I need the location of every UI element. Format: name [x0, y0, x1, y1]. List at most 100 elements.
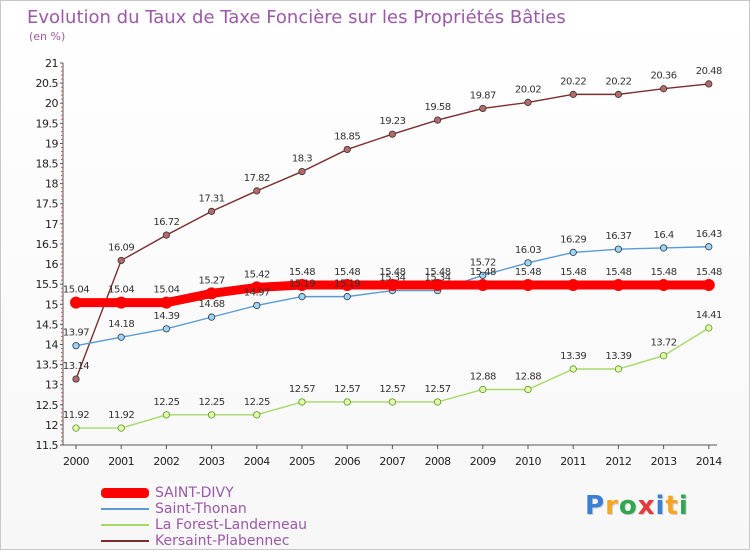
- data-label-saint-thonan: 14.97: [244, 287, 270, 298]
- data-label-la-forest-landerneau: 12.25: [244, 397, 270, 408]
- data-label-saint-thonan: 14.39: [153, 311, 179, 322]
- data-label-saint-thonan: 16.43: [696, 229, 722, 240]
- data-point-la-forest-landerneau: [72, 424, 80, 432]
- series-line-la-forest-landerneau: [76, 327, 710, 429]
- data-label-saint-thonan: 15.34: [379, 273, 405, 284]
- legend-swatch: [101, 524, 149, 526]
- data-label-kersaint-plabennec: 20.36: [651, 71, 677, 82]
- data-point-kersaint-plabennec: [569, 90, 577, 98]
- x-tick-label: 2014: [696, 455, 722, 468]
- x-tick-label: 2005: [289, 455, 315, 468]
- data-point-saint-divy: [702, 278, 715, 291]
- logo-letter: i: [678, 491, 689, 521]
- legend-swatch: [101, 488, 149, 498]
- data-point-saint-divy: [160, 296, 173, 309]
- legend-label: Kersaint-Plabennec: [155, 533, 290, 549]
- data-label-saint-divy: 15.04: [63, 285, 89, 296]
- data-label-saint-thonan: 15.34: [425, 273, 451, 284]
- data-point-la-forest-landerneau: [388, 398, 396, 406]
- data-label-saint-divy: 15.48: [560, 267, 586, 278]
- data-label-la-forest-landerneau: 12.57: [379, 384, 405, 395]
- data-point-kersaint-plabennec: [117, 256, 125, 265]
- data-point-la-forest-landerneau: [117, 424, 125, 432]
- x-tick-label: 2004: [244, 455, 270, 468]
- data-label-kersaint-plabennec: 20.22: [605, 76, 631, 87]
- data-point-la-forest-landerneau: [614, 365, 623, 373]
- data-label-kersaint-plabennec: 20.22: [560, 76, 586, 87]
- x-tick-label: 2011: [560, 455, 586, 468]
- data-label-saint-divy: 15.04: [153, 285, 179, 296]
- data-point-kersaint-plabennec: [162, 231, 170, 239]
- data-label-la-forest-landerneau: 12.57: [289, 384, 315, 395]
- legend-item: La Forest-Landerneau: [101, 517, 307, 533]
- data-label-saint-divy: 15.48: [425, 267, 451, 278]
- data-point-kersaint-plabennec: [208, 207, 216, 215]
- x-tick-label: 2009: [470, 455, 496, 468]
- data-label-kersaint-plabennec: 16.72: [153, 217, 179, 228]
- data-label-saint-divy: 15.48: [379, 267, 405, 278]
- legend: SAINT-DIVY Saint-Thonan La Forest-Landerne…: [101, 485, 307, 549]
- data-label-saint-divy: 15.48: [651, 267, 677, 278]
- x-tick-label: 2000: [63, 455, 89, 468]
- data-point-la-forest-landerneau: [524, 385, 532, 394]
- data-label-saint-divy: 15.27: [199, 275, 225, 286]
- x-tick-label: 2003: [199, 455, 225, 468]
- data-label-kersaint-plabennec: 17.82: [244, 173, 270, 184]
- data-point-saint-divy: [476, 278, 489, 291]
- data-point-la-forest-landerneau: [433, 398, 442, 406]
- data-label-kersaint-plabennec: 19.87: [470, 90, 496, 101]
- data-point-saint-thonan: [659, 244, 668, 252]
- data-point-la-forest-landerneau: [162, 411, 170, 419]
- x-tick-label: 2007: [379, 455, 405, 468]
- data-point-kersaint-plabennec: [72, 375, 80, 383]
- x-tick-label: 2001: [108, 455, 134, 468]
- legend-swatch: [101, 540, 149, 542]
- data-point-la-forest-landerneau: [659, 352, 668, 360]
- x-tick-label: 2008: [425, 455, 451, 468]
- data-label-saint-divy: 15.48: [696, 267, 722, 278]
- data-label-saint-divy: 15.48: [334, 267, 360, 278]
- data-point-saint-divy: [250, 281, 263, 294]
- y-tick-label: 14.5: [36, 318, 59, 331]
- y-tick-label: 16: [45, 258, 58, 271]
- data-label-saint-thonan: 15.19: [334, 279, 360, 290]
- data-point-la-forest-landerneau: [253, 411, 261, 419]
- data-label-la-forest-landerneau: 12.57: [334, 384, 360, 395]
- y-tick-label: 18.5: [36, 158, 59, 171]
- data-point-la-forest-landerneau: [298, 398, 306, 406]
- data-point-saint-thonan: [208, 313, 216, 321]
- data-point-saint-thonan: [569, 248, 577, 256]
- legend-swatch: [101, 508, 149, 510]
- data-point-kersaint-plabennec: [524, 98, 532, 107]
- y-tick-label: 16.5: [36, 238, 59, 251]
- data-label-saint-thonan: 16.03: [515, 245, 541, 256]
- data-label-saint-thonan: 13.97: [63, 328, 89, 339]
- data-label-kersaint-plabennec: 18.85: [334, 131, 360, 142]
- data-point-kersaint-plabennec: [343, 145, 351, 154]
- data-point-la-forest-landerneau: [208, 411, 216, 419]
- y-tick-label: 17: [45, 218, 58, 231]
- data-point-saint-divy: [386, 278, 399, 291]
- data-point-kersaint-plabennec: [659, 85, 668, 93]
- logo-letter: r: [605, 491, 619, 521]
- data-point-saint-divy: [341, 278, 354, 291]
- data-label-kersaint-plabennec: 20.02: [515, 84, 541, 95]
- chart-title: Evolution du Taux de Taxe Foncière sur l…: [27, 7, 566, 28]
- data-point-kersaint-plabennec: [614, 90, 623, 98]
- logo-letter: P: [585, 491, 606, 521]
- data-label-saint-divy: 15.48: [515, 267, 541, 278]
- data-point-la-forest-landerneau: [705, 324, 713, 332]
- data-label-saint-thonan: 16.4: [653, 230, 673, 241]
- data-label-kersaint-plabennec: 20.48: [696, 66, 722, 77]
- data-label-saint-divy: 15.48: [470, 267, 496, 278]
- data-point-kersaint-plabennec: [433, 116, 442, 124]
- y-tick-label: 11.5: [36, 439, 59, 452]
- data-label-saint-thonan: 14.68: [199, 299, 225, 310]
- data-point-saint-thonan: [614, 245, 623, 253]
- proxiti-logo: Proxiti: [585, 491, 689, 521]
- data-label-la-forest-landerneau: 13.72: [651, 338, 677, 349]
- data-label-kersaint-plabennec: 18.3: [292, 154, 312, 165]
- logo-letter: x: [637, 491, 656, 521]
- data-label-la-forest-landerneau: 11.92: [108, 410, 134, 421]
